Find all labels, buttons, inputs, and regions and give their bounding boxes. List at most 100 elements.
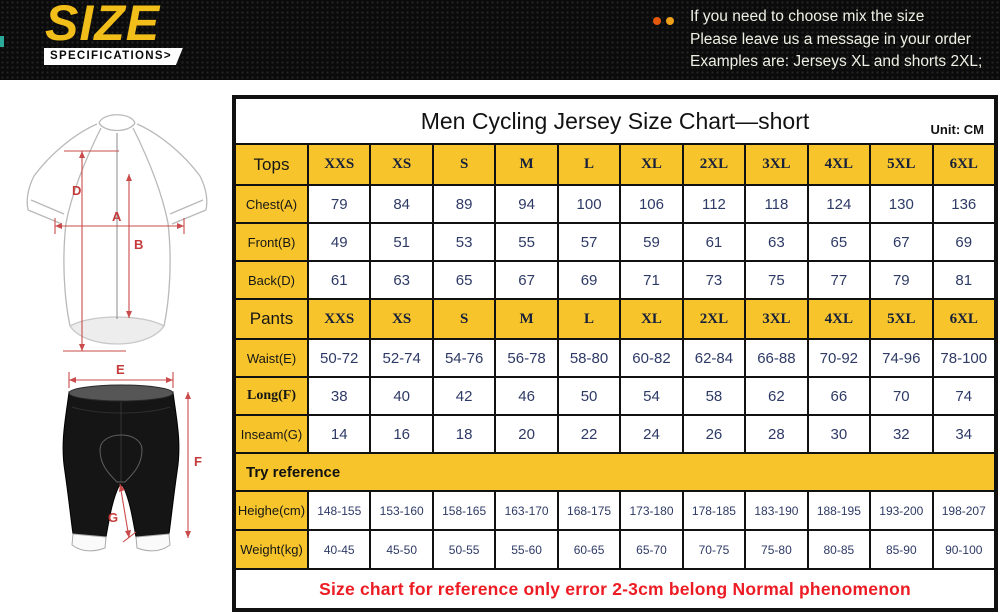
jersey-label-D: D [72,183,81,198]
value-cell: 49 [308,223,371,261]
value-cell: 20 [495,415,558,453]
row-label: Waist(E) [235,339,308,377]
size-header-cell: XS [370,299,433,339]
value-cell: 53 [432,223,496,261]
value-cell: 75-80 [745,530,808,569]
value-cell: 61 [682,223,746,261]
value-cell: 54 [620,377,683,415]
unit-label: Unit: CM [930,122,984,137]
value-cell: 32 [870,415,933,453]
size-header-cell: 5XL [870,299,933,339]
value-cell: 55 [495,223,558,261]
value-cell: 61 [308,261,371,299]
section-header-pants: Pants [235,299,308,339]
value-cell: 65-70 [620,530,683,569]
value-cell: 74 [932,377,995,415]
value-cell: 70 [870,377,933,415]
shorts-label-E: E [116,362,125,377]
jersey-label-A: A [112,209,122,224]
banner-note: If you need to choose mix the size Pleas… [690,6,982,74]
value-cell: 26 [682,415,746,453]
note-line-1: If you need to choose mix the size [690,8,925,25]
value-cell: 67 [495,261,558,299]
value-cell: 71 [620,261,683,299]
value-cell: 58-80 [557,339,621,377]
shorts-right-cuff [135,533,171,552]
table-title-row: Men Cycling Jersey Size Chart—short Unit:… [235,98,995,144]
table-footnote: Size chart for reference only error 2-3c… [235,569,995,609]
jersey-measure-arrows [55,151,184,351]
value-cell: 188-195 [807,491,871,530]
value-cell: 153-160 [370,491,433,530]
shorts-left-cuff [71,533,107,552]
value-cell: 55-60 [495,530,558,569]
banner-title: SIZE [45,0,161,51]
value-cell: 89 [432,185,496,223]
row-label: Weight(kg) [235,530,308,569]
value-cell: 183-190 [745,491,808,530]
value-cell: 40-45 [308,530,371,569]
value-cell: 198-207 [932,491,995,530]
value-cell: 77 [807,261,871,299]
size-header-cell: 2XL [682,299,746,339]
size-header-cell: XS [370,144,433,185]
note-line-2: Please leave us a message in your order [690,30,971,48]
bullet-dots [653,17,674,25]
value-cell: 62 [745,377,808,415]
value-cell: 173-180 [620,491,683,530]
value-cell: 42 [432,377,496,415]
jersey-measure-lines [54,150,185,352]
size-table: Men Cycling Jersey Size Chart—short Unit:… [232,95,998,612]
value-cell: 24 [620,415,683,453]
value-cell: 58 [682,377,746,415]
shorts-waistband [68,384,174,402]
value-cell: 73 [682,261,746,299]
row-label: Inseam(G) [235,415,308,453]
size-header-cell: L [557,144,621,185]
section-header-tops: Tops [235,144,308,185]
value-cell: 69 [932,223,995,261]
value-cell: 84 [370,185,433,223]
size-header-cell: XL [620,299,683,339]
value-cell: 54-76 [432,339,496,377]
value-cell: 79 [870,261,933,299]
value-cell: 60-82 [620,339,683,377]
jersey-outline [26,114,208,345]
row-label: Heighe(cm) [235,491,308,530]
value-cell: 60-65 [557,530,621,569]
size-header-cell: S [432,144,496,185]
jersey-diagram: D A B [26,114,208,352]
row-label: Long(F) [235,377,308,415]
top-banner: SIZE SPECIFICATIONS> If you need to choo… [0,0,1000,80]
value-cell: 112 [682,185,746,223]
value-cell: 74-96 [870,339,933,377]
shorts-diagram: E F G [62,362,202,552]
value-cell: 69 [557,261,621,299]
value-cell: 75 [745,261,808,299]
shorts-label-G: G [108,510,118,525]
banner-subtitle: SPECIFICATIONS> [44,48,183,65]
size-header-cell: 6XL [932,144,995,185]
row-label: Chest(A) [235,185,308,223]
value-cell: 62-84 [682,339,746,377]
size-header-cell: 6XL [932,299,995,339]
value-cell: 22 [557,415,621,453]
row-label: Back(D) [235,261,308,299]
value-cell: 18 [432,415,496,453]
value-cell: 16 [370,415,433,453]
value-cell: 52-74 [370,339,433,377]
size-header-cell: 5XL [870,144,933,185]
value-cell: 81 [932,261,995,299]
value-cell: 100 [557,185,621,223]
value-cell: 46 [495,377,558,415]
value-cell: 79 [308,185,371,223]
value-cell: 28 [745,415,808,453]
size-header-cell: L [557,299,621,339]
value-cell: 106 [620,185,683,223]
value-cell: 90-100 [932,530,995,569]
size-header-cell: M [495,144,558,185]
row-label: Front(B) [235,223,308,261]
orange-dot-icon [666,17,674,25]
value-cell: 124 [807,185,871,223]
value-cell: 38 [308,377,371,415]
